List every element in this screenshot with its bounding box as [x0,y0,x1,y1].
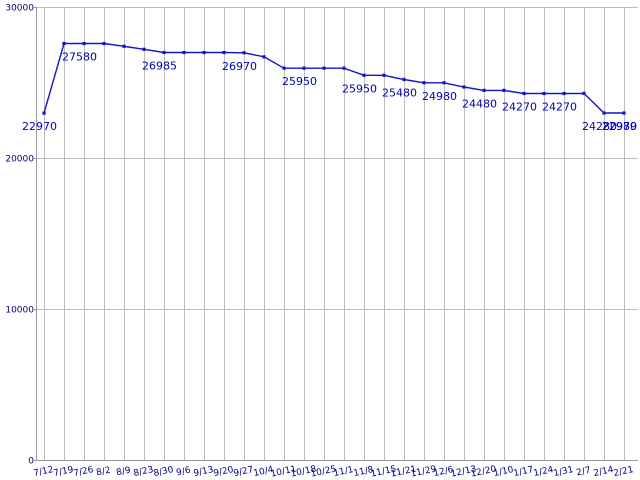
data-point-marker [522,91,526,96]
data-point-value-label: 22979 [602,120,637,133]
data-point-marker [142,47,146,51]
data-point-marker [542,91,546,96]
data-point-value-label: 24280 [582,120,617,133]
axis-lines [36,7,638,461]
series-line [43,42,624,114]
data-point-value-label: 26985 [142,60,177,73]
data-point-value-label: 25480 [382,86,417,99]
data-point-marker [222,50,226,55]
data-point-marker [482,88,486,92]
data-point-marker [562,91,566,96]
x-axis-tick-label: 9/13 [193,465,215,479]
data-point-marker [242,51,246,55]
data-point-marker [102,41,106,46]
data-point-marker [602,111,606,115]
data-point-marker [82,41,86,46]
x-axis-tick-label: 7/19 [53,465,75,479]
x-axis-tick-label: 12/6 [433,465,455,479]
data-point-marker [122,44,126,48]
vertical-gridlines [44,7,625,460]
data-point-marker [262,55,266,59]
data-point-marker [582,91,586,95]
x-axis-tick-label: 8/23 [133,465,155,479]
data-point-marker [202,50,206,55]
y-axis-tick-label: 10000 [5,306,34,316]
x-axis-tick-label: 1/17 [513,465,535,479]
y-axis-tick-labels: 0 10000 20000 30000 [5,4,37,467]
x-axis-tick-label: 8/2 [95,466,111,479]
x-axis-tick-label: 7/26 [73,465,95,479]
horizontal-gridlines [36,7,638,461]
data-point-marker [322,66,326,70]
x-axis-tick-label: 9/20 [213,465,235,479]
data-point-marker [402,77,406,82]
data-point-marker [422,81,426,85]
data-point-marker [502,88,506,92]
x-axis-tick-label: 1/31 [553,465,575,479]
x-axis-tick-label: 9/6 [175,466,192,479]
x-axis-tick-label: 2/21 [613,465,635,479]
data-point-value-label: 27580 [62,51,97,64]
data-point-value-label: 24980 [422,90,457,103]
x-axis-tick-label: 2/14 [593,465,615,479]
x-axis-tick-label: 1/24 [533,465,555,479]
x-axis-tick-label: 2/7 [575,466,591,479]
x-axis-tick-label: 9/27 [233,465,255,479]
x-axis-tick-label: 1/10 [493,465,515,479]
data-point-value-label: 22970 [22,120,57,133]
x-axis-tick-labels: 7/127/197/26 8/2 8/9 8/238/30 9/6 9/139/209/2… [33,464,635,479]
data-point-value-label: 26970 [222,60,257,73]
data-point-value-label: 24480 [462,97,497,110]
data-point-value-labels: 22970 27580 26985 26970 25950 25950 25480 24980… [22,51,637,134]
x-axis-tick-label: 11/8 [353,465,375,479]
data-point-marker [162,50,166,55]
y-axis-tick-label: 20000 [5,155,34,165]
data-point-marker [302,66,306,70]
data-point-value-label: 24270 [542,101,577,114]
y-axis-tick-label: 0 [28,457,34,467]
data-point-markers [42,41,626,115]
data-point-marker [362,73,366,77]
x-axis-tick-label: 8/9 [115,466,132,479]
data-point-marker [382,73,386,77]
data-point-value-label: 25950 [342,82,377,95]
data-point-marker [62,41,66,46]
data-point-marker [442,81,446,85]
x-axis-tick-label: 10/4 [253,465,275,479]
data-point-value-label: 22980 [602,120,637,133]
data-point-marker [342,66,346,70]
data-point-marker [182,50,186,55]
y-axis-tick-label: 30000 [5,4,34,14]
data-point-value-label: 25950 [282,75,317,88]
x-axis-tick-label: 7/12 [33,465,55,479]
data-series-line [43,42,624,114]
x-axis-tick-label: 11/1 [333,465,355,479]
x-axis-tick-label: 8/30 [153,465,175,479]
data-point-marker [282,66,286,70]
data-point-marker [42,111,46,115]
data-point-marker [462,85,466,89]
data-point-marker [622,111,626,115]
data-point-value-label: 24270 [502,101,537,114]
